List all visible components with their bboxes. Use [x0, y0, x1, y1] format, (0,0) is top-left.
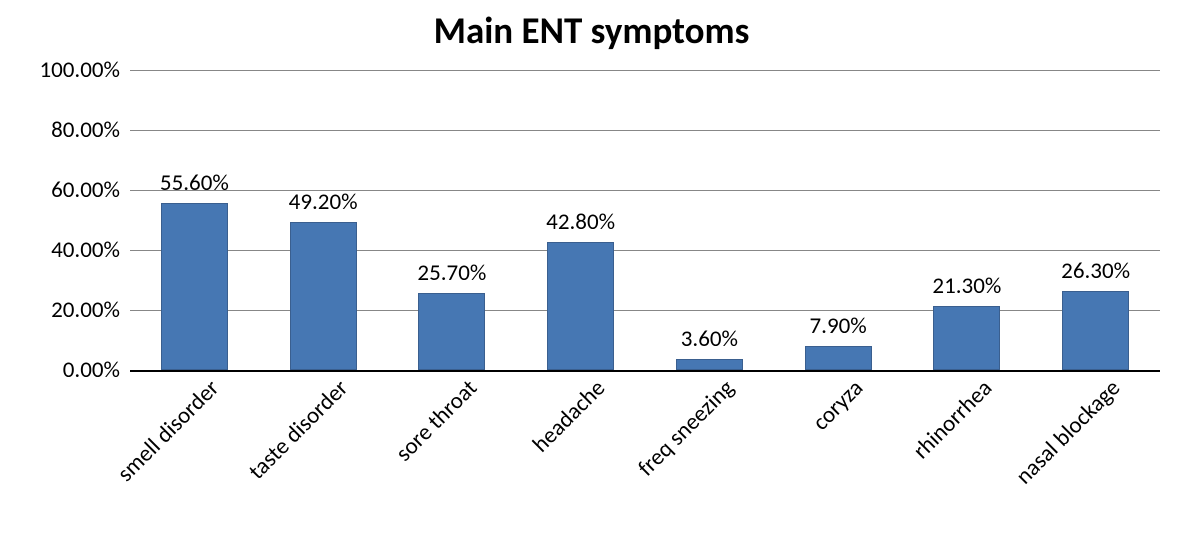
gridline: [130, 190, 1160, 191]
ent-symptoms-chart: Main ENT symptoms 0.00%20.00%40.00%60.00…: [0, 0, 1183, 556]
plot-area: 0.00%20.00%40.00%60.00%80.00%100.00%55.6…: [130, 70, 1160, 370]
y-tick-label: 100.00%: [39, 56, 130, 84]
bar: [547, 242, 614, 370]
y-tick-label: 40.00%: [51, 236, 130, 264]
chart-title: Main ENT symptoms: [0, 8, 1183, 53]
gridline: [130, 130, 1160, 131]
gridline: [130, 310, 1160, 311]
y-tick-label: 20.00%: [51, 296, 130, 324]
bar-value-label: 3.60%: [681, 325, 738, 353]
bar: [676, 359, 743, 370]
bar: [290, 222, 357, 370]
bar: [1062, 291, 1129, 370]
bar-value-label: 55.60%: [160, 169, 229, 197]
y-tick-label: 0.00%: [63, 356, 130, 384]
bar-value-label: 49.20%: [289, 188, 358, 216]
bar: [161, 203, 228, 370]
y-tick-label: 60.00%: [51, 176, 130, 204]
gridline: [130, 70, 1160, 71]
bar-value-label: 42.80%: [546, 208, 615, 236]
bar: [418, 293, 485, 370]
y-tick-label: 80.00%: [51, 116, 130, 144]
bar-value-label: 7.90%: [810, 312, 867, 340]
bar-value-label: 26.30%: [1061, 257, 1130, 285]
bar: [805, 346, 872, 370]
bar: [933, 306, 1000, 370]
bar-value-label: 25.70%: [417, 259, 486, 287]
gridline: [130, 250, 1160, 251]
axis-baseline: [130, 370, 1160, 372]
bar-value-label: 21.30%: [932, 272, 1001, 300]
